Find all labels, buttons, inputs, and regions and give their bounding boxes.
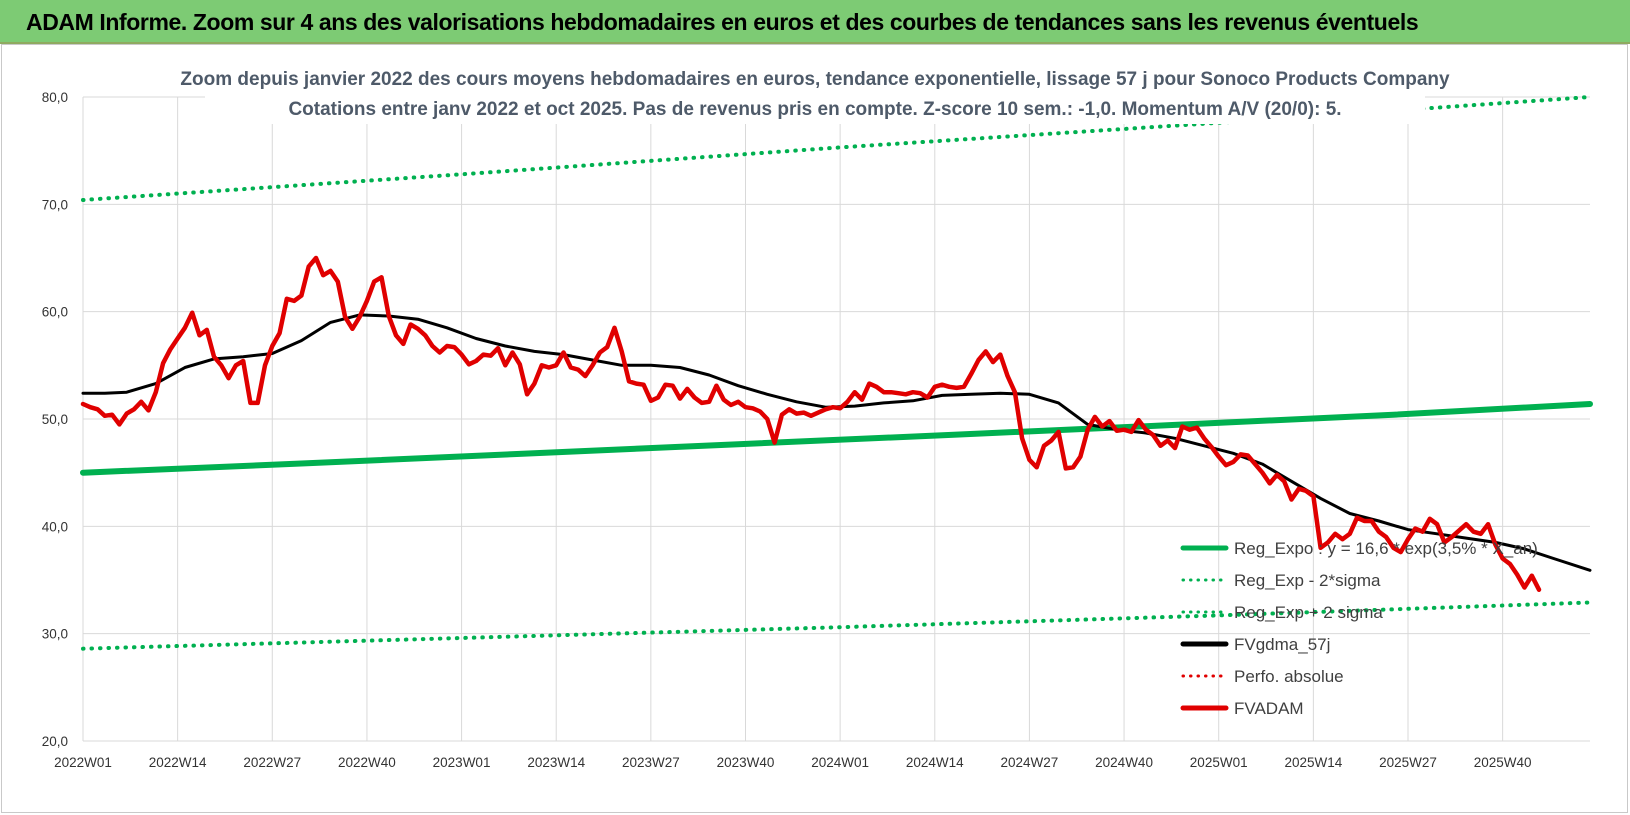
legend-label: Reg_Exp + 2 sigma: [1234, 603, 1383, 622]
chart-subtitle: Cotations entre janv 2022 et oct 2025. P…: [288, 99, 1341, 120]
page-title: ADAM Informe. Zoom sur 4 ans des valoris…: [26, 9, 1419, 35]
x-tick-label: 2025W14: [1284, 755, 1342, 770]
x-tick-label: 2024W01: [811, 755, 869, 770]
series-reg-expo: [80, 401, 1593, 476]
x-tick-label: 2025W40: [1474, 755, 1532, 770]
series-reg-plus-2sigma: [81, 95, 1592, 202]
header-banner: ADAM Informe. Zoom sur 4 ans des valoris…: [0, 0, 1630, 44]
x-tick-label: 2023W27: [622, 755, 680, 770]
y-tick-label: 40,0: [42, 519, 68, 534]
chart-titles: Zoom depuis janvier 2022 des cours moyen…: [180, 62, 1450, 124]
y-tick-label: 70,0: [42, 197, 68, 212]
chart-frame: [1, 44, 1628, 813]
x-tick-label: 2022W14: [149, 755, 207, 770]
y-axis: 20,0 30,0 40,0 50,0 60,0 70,0 80,0: [42, 90, 68, 749]
x-tick-label: 2023W14: [527, 755, 585, 770]
x-tick-label: 2025W27: [1379, 755, 1437, 770]
series-layer: [80, 95, 1593, 651]
x-tick-label: 2022W01: [54, 755, 112, 770]
y-tick-label: 60,0: [42, 305, 68, 320]
x-tick-label: 2022W27: [243, 755, 301, 770]
x-axis: 2022W01 2022W14 2022W27 2022W40 2023W01 2023W…: [54, 755, 1531, 770]
legend-label: Perfo. absolue: [1234, 667, 1344, 686]
x-tick-label: 2024W27: [1001, 755, 1059, 770]
series-fvadam: [80, 255, 1542, 592]
y-tick-label: 20,0: [42, 734, 68, 749]
legend-label: Reg_Expo : y = 16,6 * exp(3,5% * X_an): [1234, 539, 1538, 558]
x-tick-label: 2022W40: [338, 755, 396, 770]
series-reg-minus-2sigma: [81, 600, 1592, 651]
x-tick-label: 2023W01: [433, 755, 491, 770]
x-tick-label: 2025W01: [1190, 755, 1248, 770]
x-tick-label: 2024W14: [906, 755, 964, 770]
title-background: [205, 62, 1425, 124]
legend-label: FVgdma_57j: [1234, 635, 1330, 654]
x-tick-label: 2023W40: [717, 755, 775, 770]
chart-title: Zoom depuis janvier 2022 des cours moyen…: [180, 69, 1450, 90]
x-tick-label: 2024W40: [1095, 755, 1153, 770]
y-tick-label: 80,0: [42, 90, 68, 105]
y-tick-label: 50,0: [42, 412, 68, 427]
y-tick-label: 30,0: [42, 627, 68, 642]
legend: Reg_Expo : y = 16,6 * exp(3,5% * X_an) Re…: [1180, 539, 1538, 718]
legend-label: Reg_Exp - 2*sigma: [1234, 571, 1381, 590]
legend-label: FVADAM: [1234, 699, 1304, 718]
